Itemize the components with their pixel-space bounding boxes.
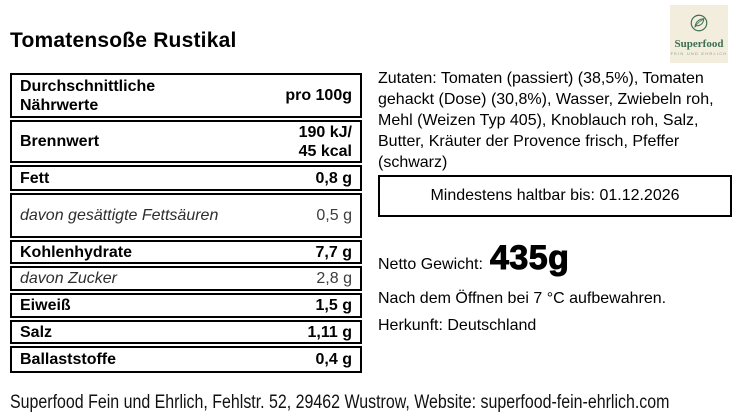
storage-note: Nach dem Öffnen bei 7 °C aufbewahren.: [378, 290, 667, 307]
nutrition-label: Ballaststoffe: [20, 351, 117, 368]
net-weight-value: 435g: [489, 239, 570, 278]
nutrition-value: 1,11 g: [307, 323, 352, 341]
brand-logo: Superfood FEIN UND EHRLICH: [670, 5, 728, 63]
page-title: Tomatensoße Rustikal: [10, 29, 237, 52]
nutrition-label: Durchschnittliche Nährwerte: [20, 77, 156, 114]
nutrition-row-sugar: davon Zucker 2,8 g: [10, 266, 362, 291]
nutrition-row-fat: Fett 0,8 g: [10, 165, 362, 191]
nutrition-label: Brennwert: [20, 133, 100, 150]
leaf-icon: [689, 13, 709, 38]
nutrition-label: davon gesättigte Fettsäuren: [20, 207, 219, 224]
best-before-text: Mindestens haltbar bis: 01.12.2026: [430, 187, 680, 204]
brand-name: Superfood: [674, 37, 724, 50]
nutrition-label: davon Zucker: [20, 270, 117, 287]
nutrition-value: 1,5 g: [315, 297, 352, 314]
nutrition-value: 0,5 g: [316, 207, 352, 224]
origin-text: Herkunft: Deutschland: [378, 317, 537, 334]
footer-address: Superfood Fein und Ehrlich, Fehlstr. 52,…: [10, 392, 670, 413]
nutrition-label: Kohlenhydrate: [20, 243, 133, 261]
nutrition-row-header: Durchschnittliche Nährwerte pro 100g: [10, 73, 362, 118]
nutrition-value: 7,7 g: [315, 243, 352, 261]
nutrition-value: 190 kJ/ 45 kcal: [298, 123, 352, 160]
net-weight: Netto Gewicht: 435g: [378, 239, 570, 278]
nutrition-row-salt: Salz 1,11 g: [10, 320, 362, 344]
nutrition-value: 0,4 g: [315, 351, 352, 368]
nutrition-table: Durchschnittliche Nährwerte pro 100g Bre…: [10, 73, 362, 373]
brand-subtext: FEIN UND EHRLICH: [670, 50, 728, 56]
nutrition-row-fiber: Ballaststoffe 0,4 g: [10, 346, 362, 373]
nutrition-value: 2,8 g: [316, 270, 352, 287]
ingredients-text: Zutaten: Tomaten (passiert) (38,5%), Tom…: [378, 70, 714, 171]
nutrition-row-protein: Eiweiß 1,5 g: [10, 293, 362, 318]
nutrition-label: Salz: [20, 323, 53, 341]
nutrition-label: Eiweiß: [20, 297, 71, 314]
nutrition-value: pro 100g: [285, 87, 352, 104]
nutrition-row-carbohydrates: Kohlenhydrate 7,7 g: [10, 240, 362, 264]
nutrition-value: 0,8 g: [315, 169, 352, 187]
net-weight-label: Netto Gewicht:: [378, 256, 483, 273]
nutrition-row-saturated-fat: davon gesättigte Fettsäuren 0,5 g: [10, 193, 362, 238]
nutrition-row-energy: Brennwert 190 kJ/ 45 kcal: [10, 120, 362, 163]
best-before-box: Mindestens haltbar bis: 01.12.2026: [378, 175, 732, 217]
nutrition-label: Fett: [20, 169, 50, 187]
